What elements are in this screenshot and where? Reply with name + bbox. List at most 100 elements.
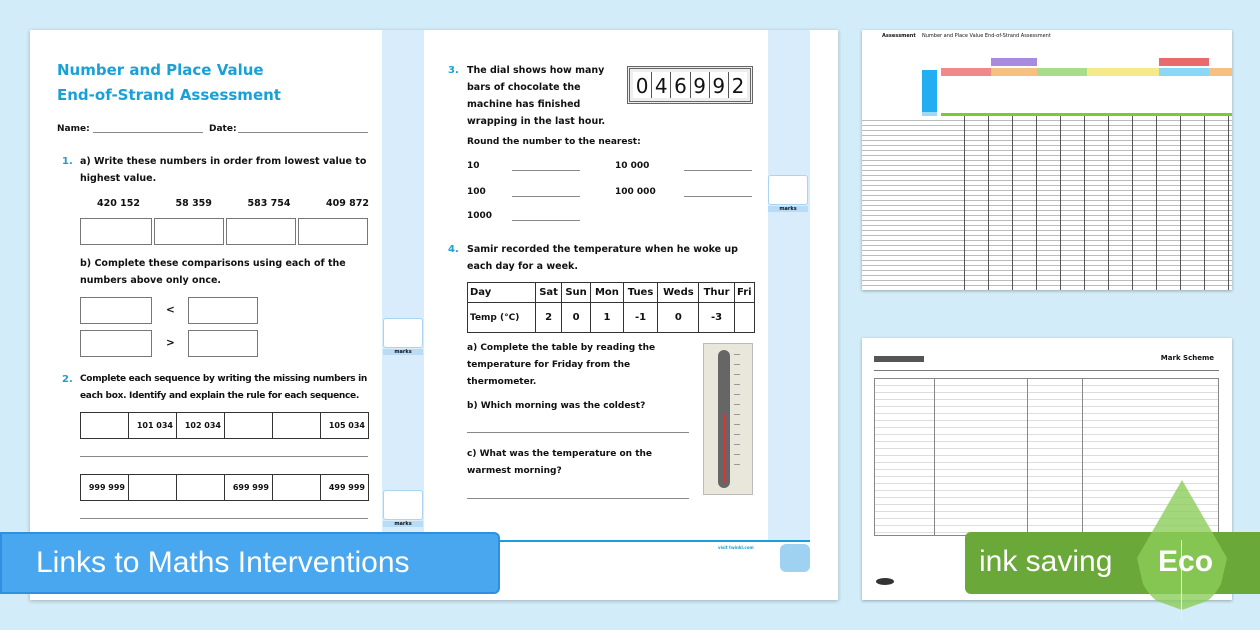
day-cell: Sun bbox=[560, 282, 592, 303]
seq-cell[interactable] bbox=[128, 474, 177, 501]
answer-box[interactable] bbox=[154, 218, 224, 245]
eco-label: Eco bbox=[1158, 545, 1214, 578]
answer-box[interactable] bbox=[226, 218, 296, 245]
table-header: Day bbox=[466, 282, 537, 303]
number: 58 359 bbox=[175, 198, 212, 209]
answer-line[interactable] bbox=[512, 170, 580, 171]
margin-strip bbox=[382, 30, 424, 540]
question-number: 3. bbox=[448, 65, 459, 76]
q4a-text: a) Complete the table by reading the tem… bbox=[467, 343, 656, 387]
seq-cell: 999 999 bbox=[80, 474, 129, 501]
footer-url: visit twinkl.com bbox=[718, 545, 754, 550]
q3-text: The dial shows how many bars of chocolat… bbox=[467, 65, 606, 127]
dial-digit: 9 bbox=[690, 72, 710, 98]
temp-cell: -1 bbox=[622, 302, 659, 333]
marks-label: marks bbox=[383, 521, 423, 527]
explain-line[interactable] bbox=[80, 518, 368, 519]
q4b-text: b) Which morning was the coldest? bbox=[467, 401, 646, 411]
answer-line[interactable] bbox=[467, 498, 689, 499]
seq-cell[interactable] bbox=[272, 474, 321, 501]
seq-cell: 101 034 bbox=[128, 412, 177, 439]
page-subtitle: End-of-Strand Assessment bbox=[57, 86, 281, 104]
date-label: Date: bbox=[209, 124, 237, 134]
marks-label: marks bbox=[768, 206, 808, 212]
marks-box[interactable] bbox=[383, 318, 423, 348]
q4c-text: c) What was the temperature on the warme… bbox=[467, 449, 653, 476]
q1a-text: a) Write these numbers in order from low… bbox=[80, 156, 367, 184]
answer-line[interactable] bbox=[684, 196, 752, 197]
q1b-text: b) Complete these comparisons using each… bbox=[80, 258, 346, 286]
question-number: 1. bbox=[62, 156, 73, 167]
temp-cell: -3 bbox=[698, 302, 735, 333]
name-field[interactable] bbox=[93, 132, 203, 133]
dial-digit: 4 bbox=[652, 72, 672, 98]
seq-cell: 699 999 bbox=[224, 474, 273, 501]
q2-text: Complete each sequence by writing the mi… bbox=[80, 374, 367, 401]
sequence-2: 999 999 699 999 499 999 bbox=[80, 474, 369, 501]
question-number: 2. bbox=[62, 374, 73, 385]
dial-digit: 2 bbox=[728, 72, 748, 98]
ink-saving-label: ink saving bbox=[979, 545, 1113, 578]
comparison-box[interactable] bbox=[80, 330, 152, 357]
seq-cell: 105 034 bbox=[320, 412, 369, 439]
answer-line[interactable] bbox=[512, 196, 580, 197]
temp-cell: 2 bbox=[535, 302, 562, 333]
spreadsheet-preview: Assessment Number and Place Value End-of… bbox=[862, 30, 1232, 290]
round-option: 100 bbox=[467, 187, 486, 197]
comparison-box[interactable] bbox=[188, 330, 258, 357]
margin-strip bbox=[768, 30, 810, 540]
greater-than-symbol: > bbox=[166, 337, 175, 349]
answer-line[interactable] bbox=[684, 170, 752, 171]
day-cell: Mon bbox=[590, 282, 624, 303]
number: 420 152 bbox=[97, 198, 140, 209]
dial-digit: 0 bbox=[633, 72, 653, 98]
round-option: 10 000 bbox=[615, 161, 650, 171]
seq-cell: 499 999 bbox=[320, 474, 369, 501]
q1-numbers: 420 152 58 359 583 754 409 872 bbox=[97, 195, 369, 212]
answer-line[interactable] bbox=[467, 432, 689, 433]
seq-cell[interactable] bbox=[224, 412, 273, 439]
leaf-stem bbox=[1181, 540, 1182, 620]
marks-box[interactable] bbox=[768, 175, 808, 205]
table-header: Temp (°C) bbox=[466, 302, 537, 333]
temp-cell[interactable] bbox=[733, 302, 756, 333]
day-cell: Fri bbox=[733, 282, 756, 303]
twinkl-logo bbox=[780, 544, 810, 572]
links-to-interventions-banner: Links to Maths Interventions bbox=[0, 532, 500, 594]
number: 583 754 bbox=[247, 198, 291, 209]
thermometer-icon bbox=[703, 343, 753, 495]
answer-line[interactable] bbox=[512, 220, 580, 221]
marks-box[interactable] bbox=[383, 490, 423, 520]
question-number: 4. bbox=[448, 244, 459, 255]
temp-cell: 0 bbox=[657, 302, 700, 333]
comparison-box[interactable] bbox=[80, 297, 152, 324]
less-than-symbol: < bbox=[166, 304, 175, 316]
temp-cell: 1 bbox=[590, 302, 624, 333]
page-title: Number and Place Value bbox=[57, 61, 264, 79]
spreadsheet-subtitle: Number and Place Value End-of-Strand Ass… bbox=[922, 33, 1051, 39]
spreadsheet-title: Assessment bbox=[882, 33, 916, 39]
seq-cell[interactable] bbox=[176, 474, 225, 501]
day-cell: Sat bbox=[535, 282, 562, 303]
answer-box[interactable] bbox=[298, 218, 368, 245]
comparison-box[interactable] bbox=[188, 297, 258, 324]
mark-scheme-title: Mark Scheme bbox=[1160, 354, 1214, 362]
seq-cell: 102 034 bbox=[176, 412, 225, 439]
seq-cell[interactable] bbox=[80, 412, 129, 439]
date-field[interactable] bbox=[238, 132, 368, 133]
answer-box[interactable] bbox=[80, 218, 152, 245]
round-label: Round the number to the nearest: bbox=[467, 137, 641, 147]
round-option: 1000 bbox=[467, 211, 493, 221]
day-cell: Tues bbox=[622, 282, 659, 303]
seq-cell[interactable] bbox=[272, 412, 321, 439]
day-cell: Weds bbox=[657, 282, 700, 303]
q4-text: Samir recorded the temperature when he w… bbox=[467, 244, 738, 272]
explain-line[interactable] bbox=[80, 456, 368, 457]
dial-digit: 9 bbox=[709, 72, 729, 98]
name-label: Name: bbox=[57, 124, 90, 134]
day-cell: Thur bbox=[698, 282, 735, 303]
number: 409 872 bbox=[326, 198, 369, 209]
sequence-1: 101 034 102 034 105 034 bbox=[80, 412, 369, 439]
dial-digit: 6 bbox=[671, 72, 691, 98]
